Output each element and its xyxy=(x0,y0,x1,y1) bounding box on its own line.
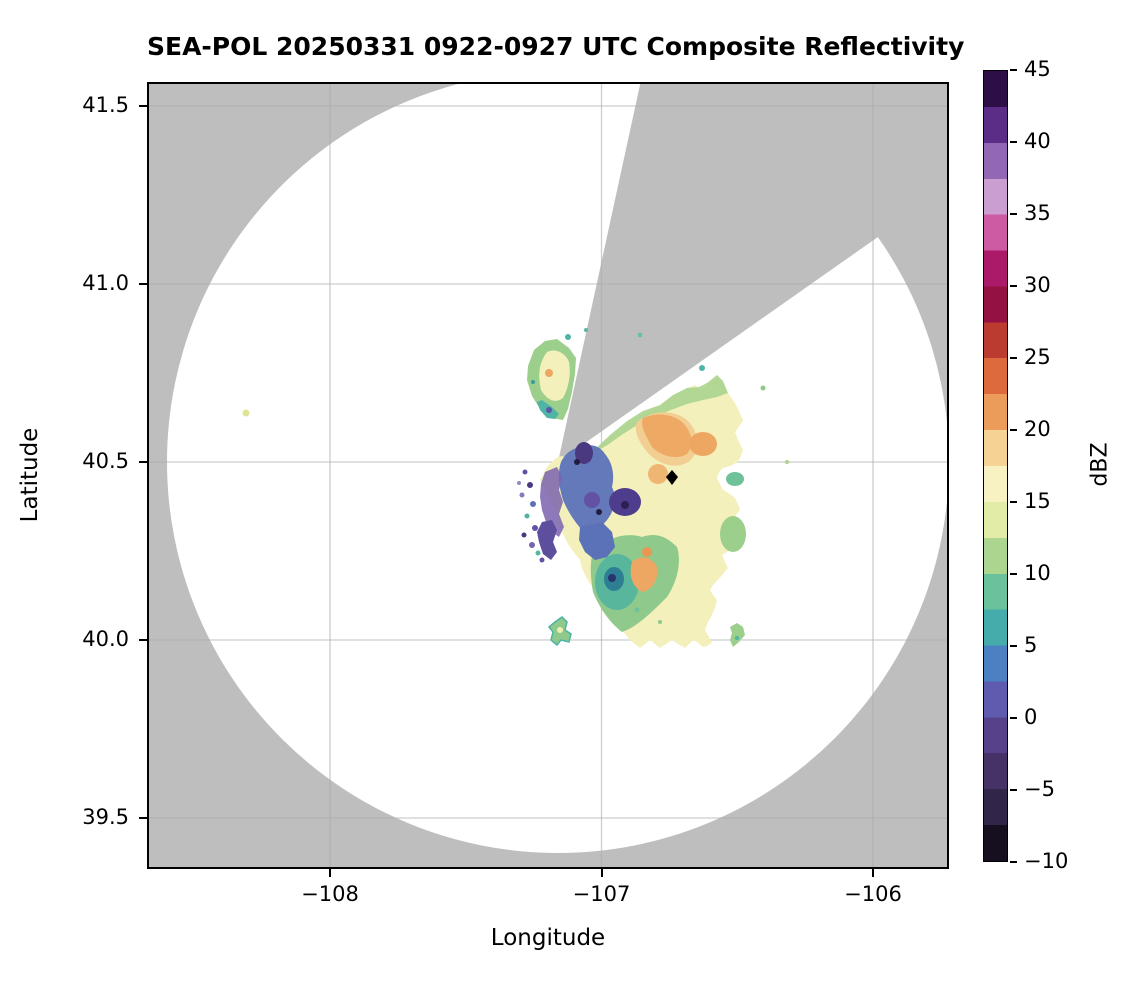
y-tick-label: 40.0 xyxy=(82,627,129,651)
y-tick-mark xyxy=(139,461,147,463)
echo-dark-dot-3 xyxy=(596,509,602,515)
colorbar-tick-label: 25 xyxy=(1024,345,1051,369)
echo-green-east xyxy=(720,516,746,552)
colorbar-tick-label: 5 xyxy=(1024,633,1038,657)
echo-orange-core xyxy=(642,414,692,458)
chart-title: SEA-POL 20250331 0922-0927 UTC Composite… xyxy=(147,32,965,61)
echo-dark-dot-1 xyxy=(574,459,580,465)
y-tick-mark xyxy=(139,639,147,641)
x-tick-label: −106 xyxy=(844,882,902,906)
y-tick-mark xyxy=(139,105,147,107)
echo-orange-lower xyxy=(630,557,658,592)
x-tick-mark xyxy=(329,869,331,877)
colorbar-tick-mark xyxy=(1010,861,1017,863)
echo-navy-dot xyxy=(608,574,616,582)
colorbar-tick-mark xyxy=(1010,69,1017,71)
x-tick-mark xyxy=(600,869,603,877)
colorbar-tick-label: −5 xyxy=(1024,777,1055,801)
colorbar-tick-mark xyxy=(1010,789,1017,791)
echo-small-cells-south xyxy=(547,596,745,647)
echo-orange-2 xyxy=(689,432,717,456)
reflectivity-echo-field xyxy=(242,328,789,648)
colorbar-tick-mark xyxy=(1010,501,1017,503)
colorbar-tick-mark xyxy=(1010,717,1017,719)
echo-orange-3 xyxy=(648,464,668,484)
gridlines xyxy=(147,82,949,869)
echo-orange-dot xyxy=(642,547,652,557)
colorbar-tick-label: −10 xyxy=(1024,849,1069,873)
y-axis-label: Latitude xyxy=(17,427,43,523)
colorbar-tick-label: 10 xyxy=(1024,561,1051,585)
blocked-sector-wedge xyxy=(558,82,885,462)
echo-purple-1 xyxy=(575,442,593,464)
colorbar-tick-mark xyxy=(1010,285,1017,287)
y-tick-label: 39.5 xyxy=(82,805,129,829)
y-tick-label: 40.5 xyxy=(82,449,129,473)
echo-isolated-cell-west xyxy=(242,409,250,417)
colorbar-tick-label: 45 xyxy=(1024,57,1051,81)
plot-area xyxy=(147,82,949,869)
y-tick-label: 41.5 xyxy=(82,93,129,117)
echo-blue-lower xyxy=(579,522,615,560)
colorbar-tick-label: 20 xyxy=(1024,417,1051,441)
x-tick-label: −108 xyxy=(301,882,359,906)
colorbar-tick-mark xyxy=(1010,429,1017,431)
echo-northwest-lobe xyxy=(527,334,576,420)
echo-west-fringe xyxy=(540,467,564,537)
colorbar-tick-label: 15 xyxy=(1024,489,1051,513)
echo-purple-3 xyxy=(584,492,600,508)
y-tick-label: 41.0 xyxy=(82,271,129,295)
colorbar-tick-label: 30 xyxy=(1024,273,1051,297)
echo-west-fringe-2 xyxy=(537,520,557,560)
x-tick-label: −107 xyxy=(572,882,631,906)
colorbar-tick-mark xyxy=(1010,141,1017,143)
x-tick-mark xyxy=(872,869,874,877)
y-tick-mark xyxy=(139,283,147,285)
colorbar xyxy=(983,70,1008,862)
colorbar-tick-mark xyxy=(1010,213,1017,215)
colorbar-tick-mark xyxy=(1010,357,1017,359)
echo-ne-dots xyxy=(584,328,789,464)
echo-green-island xyxy=(726,472,744,486)
colorbar-tick-label: 40 xyxy=(1024,129,1051,153)
plot-border xyxy=(147,82,949,869)
colorbar-tick-label: 0 xyxy=(1024,705,1038,729)
site-marker-diamond xyxy=(666,470,678,485)
colorbar-tick-mark xyxy=(1010,645,1017,647)
colorbar-tick-label: 35 xyxy=(1024,201,1051,225)
x-axis-label: Longitude xyxy=(490,925,606,951)
echo-west-specks xyxy=(517,469,545,563)
y-tick-mark xyxy=(139,817,147,819)
echo-dark-dot-2 xyxy=(621,501,629,509)
colorbar-tick-mark xyxy=(1010,573,1017,575)
